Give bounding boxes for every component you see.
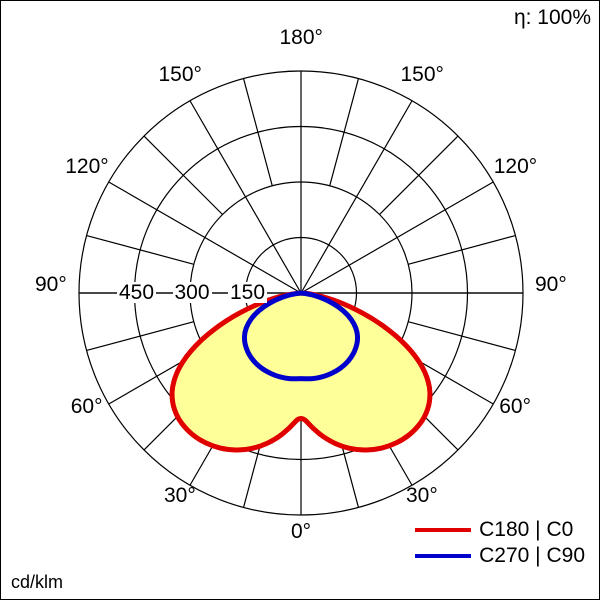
legend: C180 | C0 C270 | C90 bbox=[415, 517, 585, 569]
legend-swatch-c180-c0 bbox=[415, 528, 472, 532]
angle-tick-label: 150° bbox=[400, 63, 444, 87]
angle-tick-label: 90° bbox=[35, 272, 67, 296]
angle-tick-label: 0° bbox=[291, 519, 312, 543]
angle-tick-label: 120° bbox=[65, 154, 109, 178]
angle-tick-label: 180° bbox=[279, 25, 323, 49]
distribution-curves bbox=[169, 290, 433, 453]
legend-label-c270-c90: C270 | C90 bbox=[479, 544, 585, 567]
angle-tick-label: 150° bbox=[158, 63, 202, 87]
legend-label-c180-c0: C180 | C0 bbox=[479, 518, 574, 541]
distribution-fill bbox=[172, 293, 430, 451]
radial-tick-label: 450 bbox=[117, 280, 157, 304]
angle-tick-label: 120° bbox=[493, 154, 538, 178]
legend-swatch-c270-c90 bbox=[415, 554, 472, 558]
angle-tick-label: 60° bbox=[70, 394, 103, 418]
legend-item-c180-c0: C180 | C0 bbox=[415, 517, 585, 543]
legend-item-c270-c90: C270 | C90 bbox=[415, 543, 585, 569]
radial-tick-label: 300 bbox=[172, 280, 212, 304]
angle-tick-label: 30° bbox=[406, 483, 438, 507]
angle-tick-label: 60° bbox=[499, 394, 532, 418]
efficiency-label: η: 100% bbox=[513, 6, 591, 29]
angle-tick-label: 90° bbox=[535, 272, 567, 296]
units-label: cd/klm bbox=[11, 572, 64, 592]
radial-tick-label: 150 bbox=[228, 280, 268, 304]
angle-tick-label: 30° bbox=[164, 483, 196, 507]
